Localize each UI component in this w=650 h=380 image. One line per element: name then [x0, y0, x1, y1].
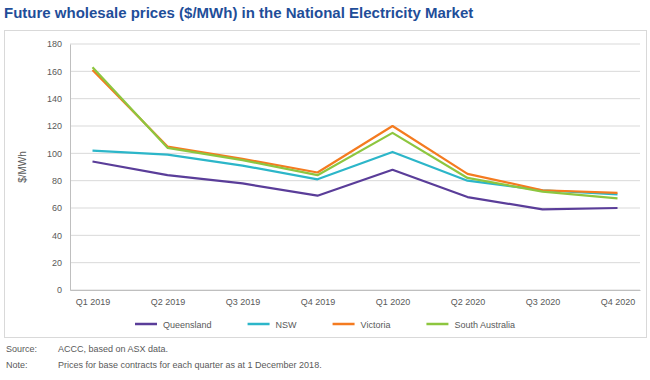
chart: Future wholesale prices ($/MWh) in the N… — [0, 0, 650, 380]
legend-label: South Australia — [454, 320, 515, 330]
grid-line — [70, 290, 640, 291]
y-tick: 100 — [47, 149, 70, 159]
grid-line — [70, 71, 640, 72]
legend-label: Victoria — [361, 320, 391, 330]
x-tick: Q2 2020 — [451, 290, 486, 307]
x-tick: Q3 2019 — [226, 290, 261, 307]
grid-line — [70, 98, 640, 99]
x-tick: Q2 2019 — [151, 290, 186, 307]
series-line — [93, 67, 618, 198]
x-tick-label: Q2 2020 — [451, 297, 486, 307]
y-tick: 60 — [52, 203, 70, 213]
x-tick-label: Q3 2020 — [526, 297, 561, 307]
legend-item: Queensland — [135, 320, 212, 330]
y-tick-label: 0 — [57, 285, 62, 295]
chart-frame — [5, 31, 647, 338]
grid — [70, 44, 640, 290]
legend-swatch — [426, 323, 448, 326]
x-axis-line — [71, 290, 641, 291]
x-tick: Q3 2020 — [526, 290, 561, 307]
x-tick-label: Q1 2019 — [76, 297, 111, 307]
x-tick-label: Q4 2020 — [601, 297, 636, 307]
y-axis-title: $/MWh — [17, 151, 28, 183]
x-axis: Q1 2019 Q2 2019 Q3 2019 Q4 2019 Q1 2020 Q2 20… — [71, 290, 641, 307]
x-tick-label: Q3 2019 — [226, 297, 261, 307]
legend-swatch — [248, 323, 270, 326]
x-tick: Q4 2020 — [601, 290, 636, 307]
x-tick-label: Q1 2020 — [376, 297, 411, 307]
y-tick: 120 — [47, 121, 70, 131]
y-tick: 160 — [47, 67, 70, 77]
grid-line — [70, 235, 640, 236]
series-line — [93, 70, 618, 193]
y-axis: 0 20 40 60 80 100 120 140 160 180 — [47, 39, 71, 295]
legend-item: Victoria — [333, 320, 391, 330]
x-tick-label: Q2 2019 — [151, 297, 186, 307]
x-tick: Q1 2020 — [376, 290, 411, 307]
y-tick: 0 — [57, 285, 70, 295]
note-text: Prices for base contracts for each quart… — [58, 360, 322, 370]
grid-line — [70, 180, 640, 181]
y-tick-label: 60 — [52, 203, 62, 213]
legend: Queensland NSW Victoria South Australia — [135, 320, 515, 330]
grid-line — [70, 262, 640, 263]
series-line — [93, 162, 618, 210]
series-line — [93, 151, 618, 195]
y-tick-label: 100 — [47, 149, 62, 159]
grid-line — [70, 44, 640, 45]
note-label: Note: — [6, 360, 28, 370]
y-tick-label: 180 — [47, 39, 62, 49]
y-tick: 180 — [47, 39, 70, 49]
y-tick-label: 40 — [52, 231, 62, 241]
y-axis-line — [70, 45, 71, 291]
title: Future wholesale prices ($/MWh) in the N… — [4, 4, 473, 21]
y-tick: 20 — [52, 258, 70, 268]
legend-swatch — [333, 323, 355, 326]
legend-label: Queensland — [163, 320, 212, 330]
note-text: ACCC, based on ASX data. — [58, 344, 168, 354]
legend-item: South Australia — [426, 320, 515, 330]
legend-swatch — [135, 323, 157, 326]
y-tick-label: 20 — [52, 258, 62, 268]
x-tick: Q4 2019 — [301, 290, 336, 307]
grid-line — [70, 126, 640, 127]
y-tick-label: 120 — [47, 121, 62, 131]
y-tick-label: 140 — [47, 94, 62, 104]
y-tick: 40 — [52, 231, 70, 241]
note-label: Source: — [6, 344, 37, 354]
y-tick: 80 — [52, 176, 70, 186]
legend-item: NSW — [248, 320, 298, 330]
legend-label: NSW — [276, 320, 298, 330]
x-tick: Q1 2019 — [76, 290, 111, 307]
y-tick-label: 160 — [47, 67, 62, 77]
lines — [93, 67, 618, 209]
y-tick: 140 — [47, 94, 70, 104]
y-tick-label: 80 — [52, 176, 62, 186]
x-tick-label: Q4 2019 — [301, 297, 336, 307]
